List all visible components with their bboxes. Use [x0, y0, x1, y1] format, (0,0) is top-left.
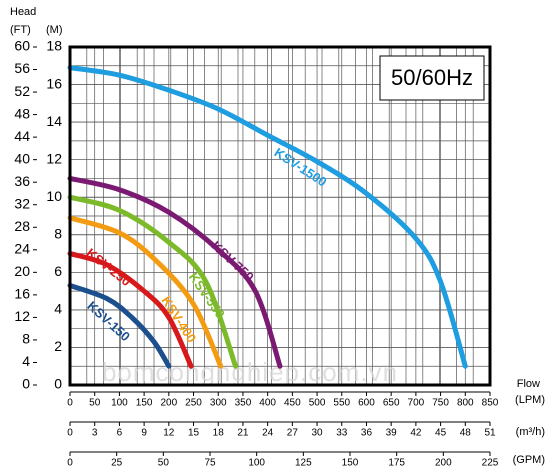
y-tick-label: 6 — [54, 263, 62, 279]
x-tick-label: 0 — [67, 398, 73, 409]
x-tick-label: 51 — [484, 428, 496, 439]
x2-axis-label: (m³/h) — [516, 426, 545, 438]
x-tick-label: 12 — [163, 428, 175, 439]
y2-tick-label: 40 — [14, 150, 30, 166]
x-tick-label: 30 — [311, 428, 323, 439]
y-tick-label: 4 — [54, 301, 62, 317]
x-tick-label: 500 — [309, 398, 326, 409]
x-tick-label: 27 — [287, 428, 299, 439]
x-tick-label: 700 — [408, 398, 425, 409]
y2-tick-label: 32 — [14, 195, 30, 211]
y-tick-label: 2 — [54, 338, 62, 354]
curve — [67, 215, 224, 369]
x-tick-label: 800 — [457, 398, 474, 409]
y2-tick-label: 0 — [22, 376, 30, 392]
x-tick-label: 300 — [210, 398, 227, 409]
x-tick-label: 50 — [158, 458, 170, 469]
x-tick-label: 250 — [185, 398, 202, 409]
x-tick-label: 125 — [295, 458, 312, 469]
y-tick-label: 12 — [46, 150, 62, 166]
y2-tick-label: 4 — [22, 353, 30, 369]
curve — [67, 65, 468, 369]
x-tick-label: 350 — [235, 398, 252, 409]
y-tick-label: 14 — [46, 113, 62, 129]
x-tick-label: 600 — [358, 398, 375, 409]
y2-tick-label: 48 — [14, 105, 30, 121]
x-tick-label: 3 — [92, 428, 98, 439]
y2-tick-label: 20 — [14, 263, 30, 279]
y2-tick-label: 56 — [14, 60, 30, 76]
y-tick-label: 16 — [46, 75, 62, 91]
x-tick-label: 21 — [237, 428, 249, 439]
series-label: KSV-550 — [186, 270, 228, 321]
y2-axis-label: (FT) — [10, 24, 31, 36]
chart-title: 50/60Hz — [391, 65, 473, 90]
x-tick-label: 450 — [284, 398, 301, 409]
y-tick-label: 8 — [54, 225, 62, 241]
x3-axis-label: (GPM) — [513, 454, 545, 466]
x-tick-label: 850 — [482, 398, 499, 409]
x-tick-label: 50 — [89, 398, 101, 409]
x-tick-label: 0 — [67, 428, 73, 439]
y-tick-label: 0 — [54, 376, 62, 392]
y2-tick-label: 44 — [14, 128, 30, 144]
y2-tick-label: 52 — [14, 83, 30, 99]
series-label: KSV-150 — [84, 298, 133, 344]
x-tick-label: 15 — [188, 428, 200, 439]
x-tick-label: 0 — [67, 458, 73, 469]
y2-tick-label: 36 — [14, 173, 30, 189]
x-tick-label: 9 — [141, 428, 147, 439]
x-tick-label: 75 — [204, 458, 216, 469]
x-tick-label: 750 — [432, 398, 449, 409]
x-tick-label: 36 — [361, 428, 373, 439]
x-tick-label: 650 — [383, 398, 400, 409]
x-tick-label: 48 — [460, 428, 472, 439]
x-tick-label: 25 — [111, 458, 123, 469]
curve — [67, 175, 283, 369]
legend-box — [379, 55, 485, 101]
y2-tick-label: 60 — [14, 38, 30, 54]
x1-axis-label: (LPM) — [515, 394, 545, 406]
curve — [67, 251, 194, 369]
y2-tick-label: 16 — [14, 286, 30, 302]
y2-tick-label: 28 — [14, 218, 30, 234]
x-tick-label: 42 — [410, 428, 422, 439]
x-tick-label: 24 — [262, 428, 274, 439]
y2-tick-label: 12 — [14, 308, 30, 324]
watermark: bomcongnghiep.com.vn — [102, 357, 398, 387]
x-tick-label: 175 — [388, 458, 405, 469]
y2-tick-label: 8 — [22, 331, 30, 347]
x-tick-label: 200 — [435, 458, 452, 469]
x-tick-label: 550 — [333, 398, 350, 409]
x-tick-label: 200 — [160, 398, 177, 409]
y-axis-label: (M) — [46, 24, 63, 36]
x-tick-label: 45 — [435, 428, 447, 439]
y-tick-label: 10 — [46, 188, 62, 204]
x-tick-label: 150 — [136, 398, 153, 409]
y-tick-label: 18 — [46, 38, 62, 54]
x-axis-label: Flow — [517, 378, 540, 390]
x-tick-label: 6 — [117, 428, 123, 439]
y2-tick-label: 24 — [14, 241, 30, 257]
x-tick-label: 150 — [342, 458, 359, 469]
curve — [67, 282, 172, 369]
series-label: KSV-250 — [84, 245, 134, 289]
x-tick-label: 39 — [386, 428, 398, 439]
curve — [67, 194, 239, 369]
x-tick-label: 225 — [482, 458, 499, 469]
x-tick-label: 100 — [248, 458, 265, 469]
plot-border — [68, 45, 492, 387]
x-tick-label: 33 — [336, 428, 348, 439]
x-tick-label: 18 — [213, 428, 225, 439]
x-tick-label: 400 — [259, 398, 276, 409]
head-label: Head — [10, 6, 36, 18]
x-tick-label: 100 — [111, 398, 128, 409]
series-label: KSV-750 — [209, 238, 257, 284]
